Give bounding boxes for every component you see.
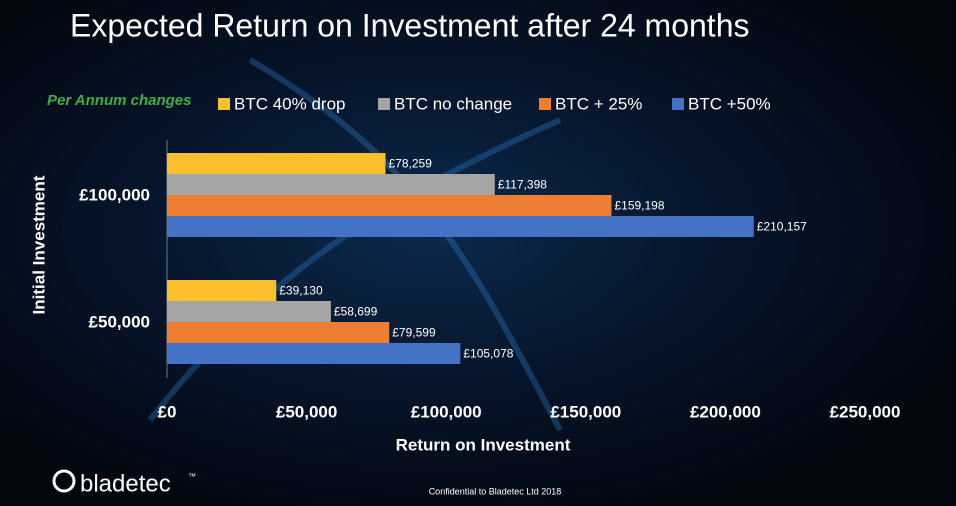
bar: [167, 216, 754, 237]
brand: bladetec: [80, 470, 171, 497]
chart-title: Expected Return on Investment after 24 m…: [70, 7, 749, 43]
background-decoration: [147, 57, 563, 432]
value-label: £117,398: [498, 178, 547, 192]
legend-swatch: [378, 98, 390, 110]
footer: Confidential to Bladetec Ltd 2018: [429, 486, 562, 496]
y-axis-label: Initial Investment: [29, 175, 48, 314]
x-tick-label: £150,000: [550, 402, 621, 421]
x-tick-label: £200,000: [690, 402, 761, 421]
legend-label: BTC +50%: [688, 94, 771, 113]
bar: [167, 280, 277, 301]
logo-icon: [52, 469, 76, 493]
y-tick-label: £100,000: [79, 185, 150, 204]
legend-label: BTC no change: [394, 94, 512, 113]
legend-swatch: [539, 98, 551, 110]
bar: [167, 322, 390, 343]
x-tick-label: £50,000: [276, 402, 337, 421]
legend-swatch: [672, 98, 684, 110]
value-label: £58,699: [334, 305, 378, 319]
bar: [167, 153, 386, 174]
bar: [167, 174, 495, 195]
bar: [167, 195, 612, 216]
bar: [167, 343, 461, 364]
value-label: £78,259: [388, 157, 432, 171]
x-tick-label: £250,000: [830, 402, 901, 421]
legend-title: Per Annum changes: [47, 92, 191, 109]
x-tick-label: £0: [158, 402, 177, 421]
legend-label: BTC + 25%: [555, 94, 642, 113]
legend-label: BTC 40% drop: [234, 94, 346, 113]
value-label: £39,130: [279, 284, 323, 298]
brand-mark: ™: [188, 472, 196, 481]
x-tick-label: £100,000: [411, 402, 482, 421]
y-tick-label: £50,000: [89, 312, 150, 331]
value-label: £105,078: [463, 347, 513, 361]
bar: [167, 301, 331, 322]
value-label: £210,157: [757, 220, 807, 234]
value-label: £79,599: [392, 326, 436, 340]
value-label: £159,198: [614, 199, 664, 213]
x-axis-label: Return on Investment: [396, 435, 571, 454]
legend-swatch: [218, 98, 230, 110]
